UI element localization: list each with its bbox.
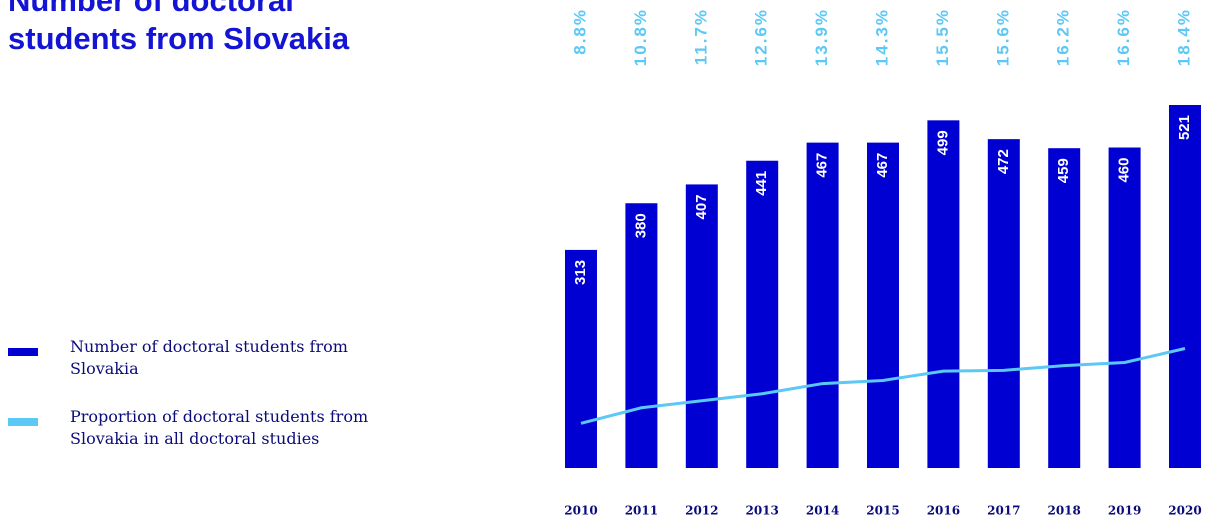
x-tick-label: 2017: [987, 504, 1020, 518]
bar-value-label: 407: [693, 194, 710, 219]
percent-label: 13.9%: [812, 8, 831, 66]
legend-swatch: [8, 418, 38, 426]
bar: [987, 139, 1020, 468]
bar-value-label: 521: [1176, 115, 1193, 140]
bar-value-label: 460: [1116, 158, 1133, 183]
x-tick-label: 2015: [866, 504, 899, 518]
bar: [867, 142, 899, 469]
proportion-line: [580, 347, 1186, 425]
x-tick-label: 2013: [745, 504, 778, 518]
x-tick-label: 2016: [927, 504, 960, 518]
bar: [625, 203, 658, 468]
bar-value-label: 499: [934, 130, 951, 155]
x-tick-label: 2012: [685, 504, 718, 518]
bar: [746, 160, 779, 469]
x-tick-label: 2010: [564, 504, 597, 518]
bar-value-label: 467: [874, 153, 891, 178]
x-tick-label: 2011: [625, 504, 658, 518]
percent-label: 15.6%: [993, 8, 1012, 66]
bar: [927, 120, 960, 468]
bar: [1169, 105, 1201, 468]
bar: [565, 249, 597, 468]
legend-swatch: [8, 348, 38, 356]
bar: [685, 184, 718, 468]
x-tick-label: 2020: [1168, 504, 1201, 518]
percent-label: 16.6%: [1114, 8, 1133, 66]
bar-value-label: 459: [1055, 158, 1072, 183]
bar-value-label: 313: [572, 260, 589, 285]
bar-value-label: 441: [753, 171, 770, 196]
percent-label: 18.4%: [1174, 8, 1193, 66]
bar: [1048, 148, 1081, 468]
percent-label: 12.6%: [752, 8, 771, 66]
percent-label: 14.3%: [872, 8, 891, 66]
legend-label: Proportion of doctoral students from Slo…: [70, 407, 369, 448]
percent-label: 16.2%: [1054, 8, 1073, 66]
chart-title: Number of doctoral students from Slovaki…: [8, 0, 350, 56]
percent-label: 11.7%: [691, 8, 710, 65]
legend-label: Number of doctoral students from Slovaki…: [70, 337, 348, 378]
bar-value-label: 380: [632, 213, 649, 238]
x-tick-label: 2019: [1108, 504, 1141, 518]
bar: [806, 142, 839, 469]
bar: [1108, 147, 1141, 468]
x-tick-label: 2014: [806, 504, 839, 518]
bar-value-label: 467: [814, 153, 831, 178]
bar-value-label: 472: [995, 149, 1012, 174]
x-tick-label: 2018: [1047, 504, 1080, 518]
percent-label: 10.8%: [631, 8, 650, 66]
percent-label: 15.5%: [933, 8, 952, 66]
percent-label: 8.8%: [570, 8, 589, 55]
